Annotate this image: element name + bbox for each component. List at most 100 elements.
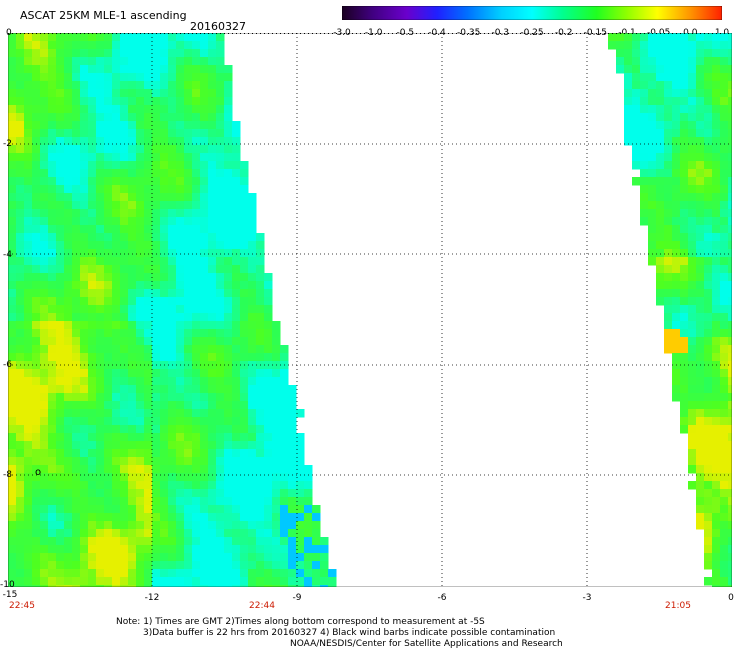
swath-cell [216,57,225,66]
swath-cell [8,569,17,578]
swath-cell [8,529,17,538]
swath-cell [96,225,105,234]
swath-cell [248,473,257,482]
swath-cell [704,137,713,146]
swath-cell [48,97,57,106]
swath-cell [112,225,121,234]
swath-cell [240,569,249,578]
swath-cell [120,137,129,146]
swath-cell [8,329,17,338]
swath-cell [80,521,89,530]
swath-cell [640,209,649,218]
swath-cell [120,473,129,482]
swath-cell [656,73,665,82]
swath-cell [24,329,33,338]
y-label-4: -8 [3,470,12,480]
swath-cell [32,545,41,554]
swath-cell [8,57,17,66]
swath-cell [720,73,729,82]
swath-cell [192,89,201,98]
swath-cell [64,561,73,570]
swath-cell [216,497,225,506]
swath-cell [712,153,721,162]
swath-cell [48,153,57,162]
swath-cell [24,241,33,250]
swath-cell [40,473,49,482]
swath-cell [152,457,161,466]
swath-cell [280,425,289,434]
swath-cell [304,577,313,586]
swath-cell [136,177,145,186]
swath-cell [152,393,161,402]
swath-cell [168,153,177,162]
swath-cell [24,353,33,362]
swath-cell [120,241,129,250]
swath-cell [104,449,113,458]
swath-cell [64,153,73,162]
swath-cell [128,465,137,474]
swath-cell [672,209,681,218]
swath-cell [112,553,121,562]
swath-cell [128,265,137,274]
swath-cell [224,217,233,226]
swath-cell [56,529,65,538]
swath-cell [184,433,193,442]
swath-cell [136,265,145,274]
swath-cell [96,585,105,587]
swath-cell [168,369,177,378]
swath-cell [712,169,721,178]
swath-cell [88,57,97,66]
swath-cell [160,185,169,194]
swath-cell [216,473,225,482]
swath-cell [56,369,65,378]
swath-cell [656,49,665,58]
swath-cell [40,89,49,98]
swath-cell [72,537,81,546]
swath-cell [200,81,209,90]
swath-cell [88,161,97,170]
swath-cell [264,585,273,587]
swath-cell [48,121,57,130]
swath-cell [696,129,705,138]
swath-cell [696,521,705,530]
swath-cell [192,81,201,90]
swath-cell [80,577,89,586]
swath-cell [192,553,201,562]
swath-cell [728,33,732,42]
swath-cell [248,265,257,274]
swath-cell [624,113,633,122]
swath-cell [32,401,41,410]
swath-cell [32,273,41,282]
swath-cell [24,305,33,314]
swath-cell [712,305,721,314]
swath-cell [704,401,713,410]
swath-cell [56,201,65,210]
swath-cell [48,321,57,330]
swath-cell [272,521,281,530]
swath-cell [216,185,225,194]
swath-cell [192,241,201,250]
swath-cell [720,201,729,210]
swath-cell [664,329,673,338]
swath-cell [240,417,249,426]
swath-cell [168,177,177,186]
swath-cell [672,81,681,90]
swath-cell [672,49,681,58]
swath-cell [696,489,705,498]
swath-cell [288,513,297,522]
swath-cell [144,313,153,322]
swath-cell [136,113,145,122]
swath-cell [120,81,129,90]
swath-cell [680,329,689,338]
swath-cell [232,425,241,434]
swath-cell [56,585,65,587]
swath-cell [176,561,185,570]
swath-cell [264,289,273,298]
swath-cell [32,177,41,186]
swath-cell [296,585,305,587]
swath-cell [704,265,713,274]
swath-cell [208,177,217,186]
swath-cell [192,305,201,314]
y-label-2: -4 [3,250,12,260]
swath-cell [208,313,217,322]
